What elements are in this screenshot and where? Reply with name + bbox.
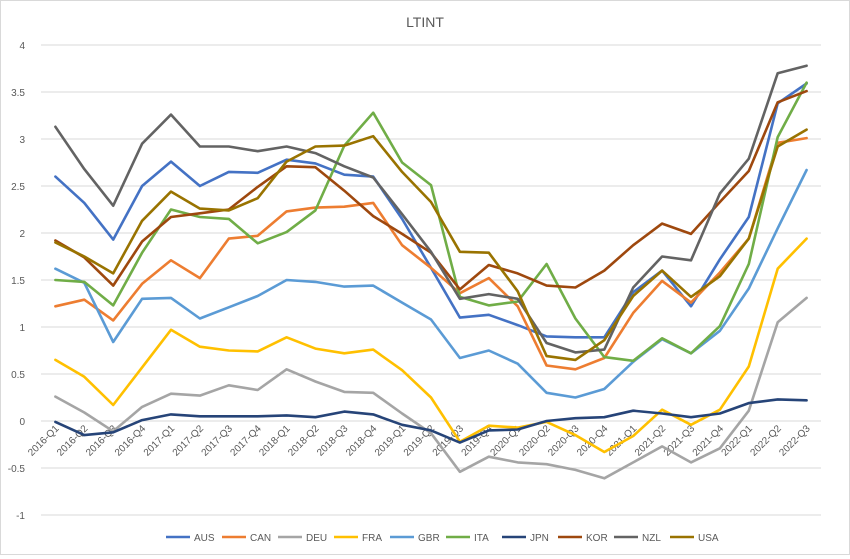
chart-title: LTINT [406,14,444,30]
y-tick-label: -1 [16,511,25,522]
legend: AUS CAN DEU FRA GBR ITA JPN KOR NZL USA [166,533,719,544]
y-tick-label: 3.5 [11,88,25,99]
series-line-fra [54,237,808,454]
legend-label-fra: FRA [362,533,382,544]
y-tick-label: -0.5 [8,464,26,475]
y-tick-label: 2.5 [11,182,25,193]
legend-label-usa: USA [698,533,719,544]
legend-label-kor: KOR [586,533,608,544]
legend-label-ita: ITA [474,533,489,544]
x-tick-label: 2022-Q3 [777,423,813,459]
series-line-can [54,136,808,371]
series-line-ita [54,81,808,363]
y-axis-tick-labels: -1 -0.5 0 0.5 1 1.5 2 2.5 3 3.5 4 [8,41,26,522]
y-tick-label: 0 [19,417,25,428]
y-tick-label: 1 [19,323,25,334]
series-line-nzl [54,64,808,354]
series-lines [54,64,808,480]
legend-label-aus: AUS [194,533,215,544]
legend-label-nzl: NZL [642,533,661,544]
y-tick-label: 4 [19,41,25,52]
y-tick-label: 1.5 [11,276,25,287]
series-line-deu [54,296,808,480]
series-line-jpn [54,398,808,444]
legend-label-jpn: JPN [530,533,549,544]
legend-label-deu: DEU [306,533,327,544]
y-tick-label: 0.5 [11,370,25,381]
series-line-usa [54,128,808,362]
legend-label-gbr: GBR [418,533,440,544]
legend-label-can: CAN [250,533,271,544]
y-tick-label: 3 [19,135,25,146]
gridlines [41,44,821,516]
y-tick-label: 2 [19,229,25,240]
